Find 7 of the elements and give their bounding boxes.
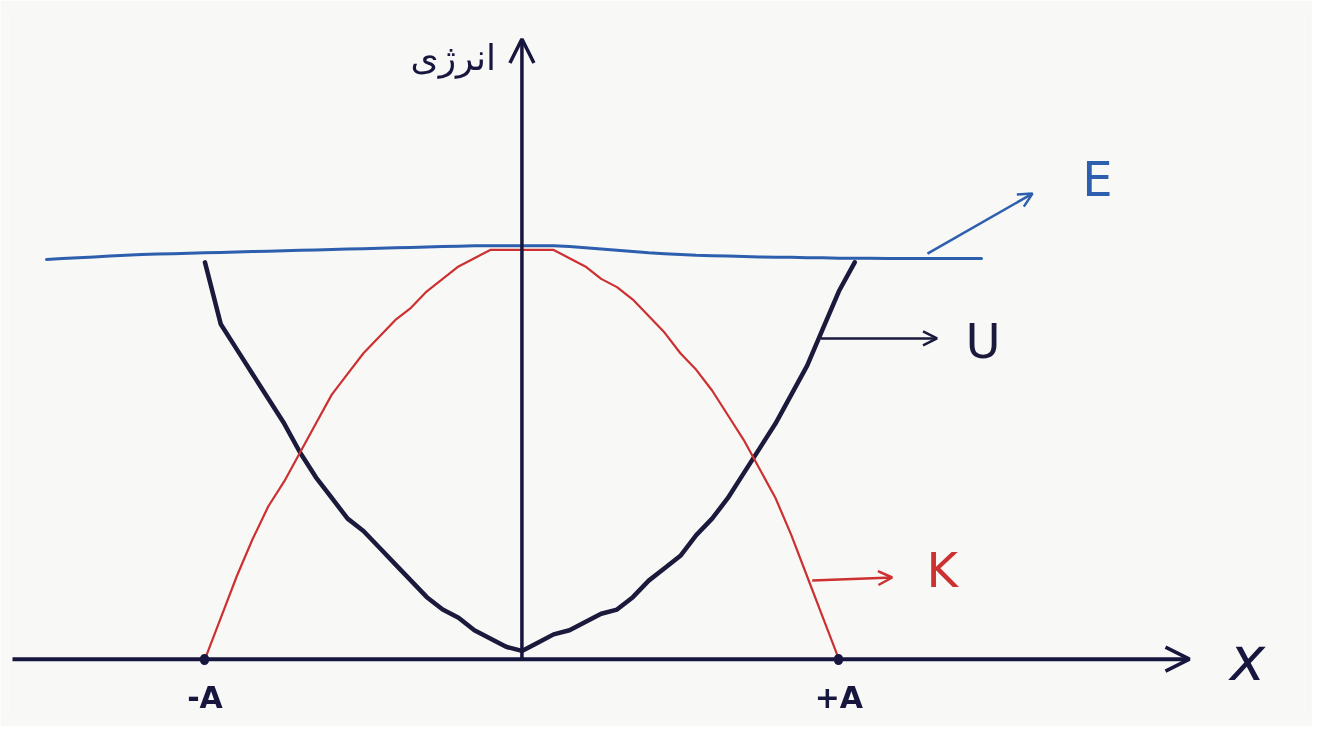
- legend-label: E: [1082, 150, 1113, 207]
- legend-label: U: [965, 313, 1001, 370]
- legend-label: K: [926, 541, 960, 598]
- y-axis-title: انرژی: [410, 36, 496, 79]
- x-tick-label: +A: [814, 680, 864, 716]
- x-tick-label: -A: [187, 680, 224, 716]
- x-axis-title: x: [1227, 624, 1266, 695]
